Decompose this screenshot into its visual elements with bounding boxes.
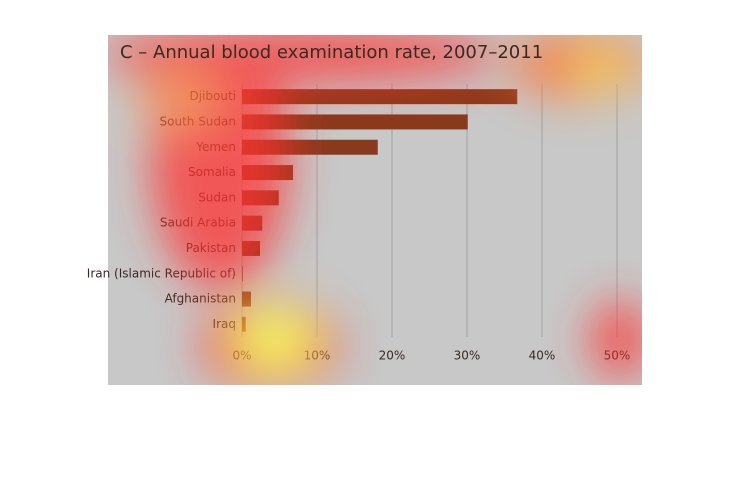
chart-title: C – Annual blood examination rate, 2007–… bbox=[120, 42, 543, 63]
x-tick-label: 40% bbox=[529, 349, 556, 363]
heatmap-overlay bbox=[108, 35, 642, 385]
bar bbox=[242, 89, 518, 105]
y-tick-label: Afghanistan bbox=[165, 292, 236, 306]
x-tick-label: 30% bbox=[454, 349, 481, 363]
bar bbox=[242, 291, 251, 307]
bar bbox=[242, 114, 468, 130]
x-tick-label: 20% bbox=[379, 349, 406, 363]
